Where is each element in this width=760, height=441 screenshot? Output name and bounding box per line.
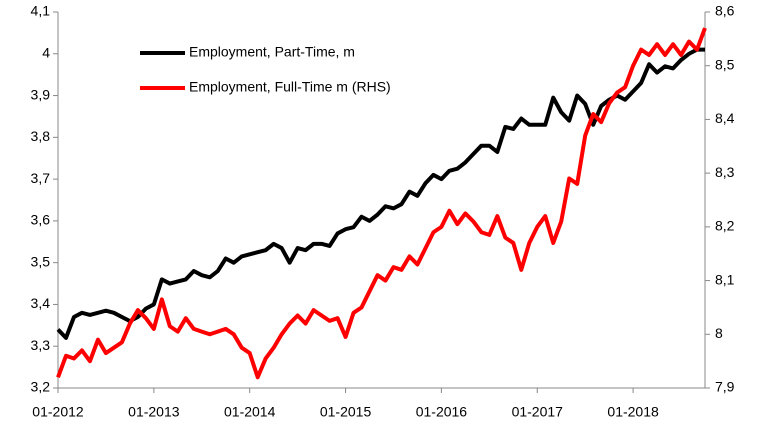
- yticks-label: 3,3: [31, 337, 51, 353]
- yticks-label: 3,9: [31, 86, 51, 102]
- yticks-label: 3,2: [31, 379, 51, 395]
- yticks-label: 3,7: [31, 170, 51, 186]
- x-tick-label: 01-2014: [224, 404, 276, 420]
- y2ticks-label: 7,9: [715, 379, 735, 395]
- x-tick-label: 01-2018: [607, 404, 659, 420]
- y2ticks-label: 8,1: [715, 271, 735, 287]
- yticks-label: 4: [42, 44, 50, 60]
- series-line: [56, 27, 707, 380]
- legend-label: Employment, Part-Time, m: [189, 44, 355, 60]
- yticks-label: 3,4: [31, 295, 51, 311]
- y2ticks-label: 8,6: [715, 3, 735, 19]
- yticks-label: 4,1: [31, 3, 51, 19]
- x-tick-label: 01-2015: [320, 404, 372, 420]
- yticks-label: 3,6: [31, 212, 51, 228]
- y2ticks-label: 8: [715, 325, 723, 341]
- x-tick-label: 01-2013: [128, 404, 180, 420]
- x-tick-label: 01-2016: [416, 404, 468, 420]
- y2ticks-label: 8,4: [715, 110, 735, 126]
- yticks-label: 3,5: [31, 253, 51, 269]
- legend-label: Employment, Full-Time m (RHS): [189, 79, 391, 95]
- y2ticks-label: 8,5: [715, 56, 735, 72]
- y2ticks-label: 8,2: [715, 218, 735, 234]
- x-tick-label: 01-2017: [512, 404, 564, 420]
- y2ticks-label: 8,3: [715, 164, 735, 180]
- yticks-label: 3,8: [31, 128, 51, 144]
- x-tick-label: 01-2012: [32, 404, 84, 420]
